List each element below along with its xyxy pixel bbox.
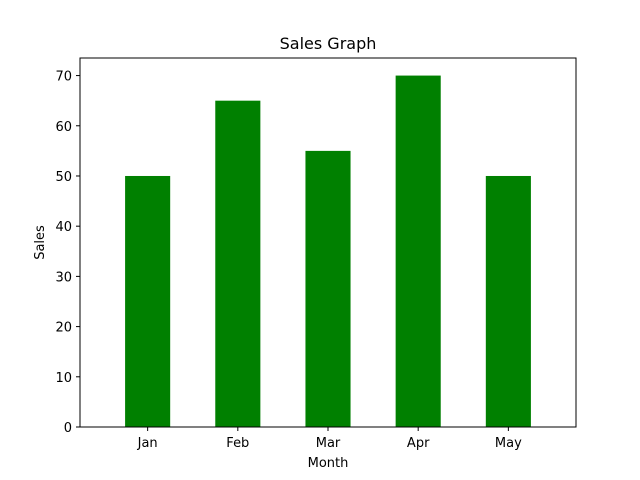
x-axis-ticks: Jan Feb Mar Apr May [137,427,522,451]
y-tick-label: 10 [55,371,72,386]
x-tick-label: Feb [226,436,249,451]
bars-group [125,75,531,428]
bar-may [485,175,531,427]
y-axis-ticks: 0 10 20 30 40 50 60 70 [55,70,80,436]
y-tick-label: 50 [55,170,72,185]
bar-apr [395,75,441,428]
x-tick-label: Apr [407,436,430,451]
plot-area-frame [79,57,577,428]
bar-feb [215,100,261,428]
y-axis-label: Sales [33,225,48,260]
y-tick-label: 40 [55,220,72,235]
x-tick-label: Mar [316,436,341,451]
y-tick-label: 60 [55,120,72,135]
y-tick-label: 70 [55,70,72,85]
x-tick-label: May [495,436,522,451]
y-tick-label: 30 [55,270,72,285]
x-axis-label: Month [308,456,349,471]
bar-jan [125,175,171,427]
x-tick-label: Jan [137,436,158,451]
y-tick-label: 20 [55,321,72,336]
bar-mar [305,150,351,427]
chart-title: Sales Graph [280,34,377,53]
y-tick-label: 0 [64,421,72,436]
